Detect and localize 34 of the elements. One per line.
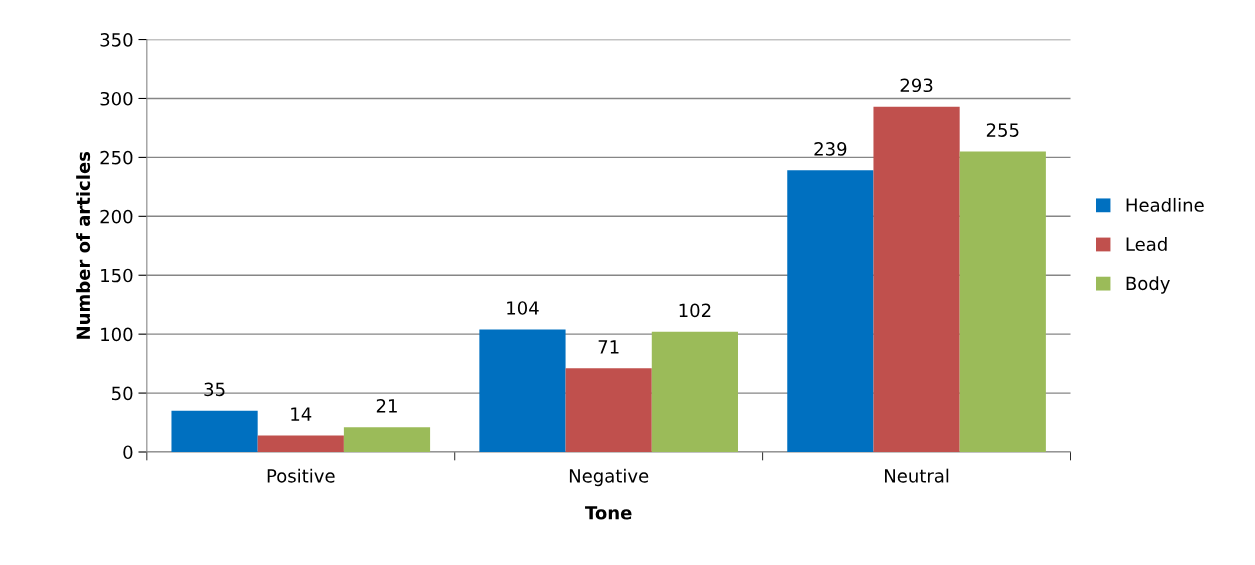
bar xyxy=(873,106,960,452)
y-tick-label: 200 xyxy=(100,209,133,224)
data-label: 255 xyxy=(986,123,1019,137)
bar xyxy=(787,170,874,452)
data-label: 14 xyxy=(291,407,312,421)
data-label: 102 xyxy=(679,303,711,318)
legend-label: Body xyxy=(1126,276,1170,294)
y-axis-title: Number of articles xyxy=(76,151,91,339)
bar xyxy=(959,151,1046,452)
y-tick-label: 0 xyxy=(123,445,133,460)
x-tick-label: Neutral xyxy=(885,468,949,483)
legend-label: Headline xyxy=(1126,197,1204,212)
data-label: 239 xyxy=(814,142,847,156)
y-tick-label: 100 xyxy=(101,327,133,342)
legend-label: Lead xyxy=(1126,237,1167,252)
bar xyxy=(479,329,566,452)
data-label: 35 xyxy=(204,382,225,397)
y-tick-label: 250 xyxy=(100,150,133,165)
x-axis-title: Tone xyxy=(585,506,632,520)
y-tick-label: 300 xyxy=(100,91,133,106)
data-label: 293 xyxy=(900,78,933,93)
bar xyxy=(565,368,652,452)
bar xyxy=(651,331,738,452)
data-label: 104 xyxy=(507,301,539,315)
y-tick-label: 350 xyxy=(100,33,133,47)
data-label: 71 xyxy=(598,340,619,354)
y-tick-label: 50 xyxy=(112,386,133,401)
bar xyxy=(257,435,344,452)
data-label: 21 xyxy=(376,398,397,413)
x-tick-label: Negative xyxy=(569,468,649,487)
bar xyxy=(171,410,258,452)
x-tick-label: Positive xyxy=(267,468,335,483)
bar xyxy=(343,427,431,452)
y-tick-label: 150 xyxy=(101,268,133,283)
